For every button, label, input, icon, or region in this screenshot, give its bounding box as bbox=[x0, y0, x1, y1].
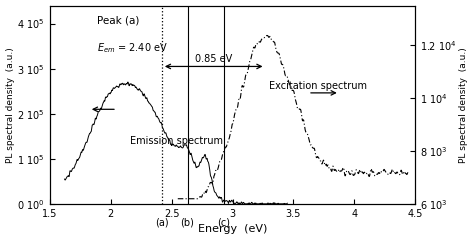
Text: (c): (c) bbox=[218, 217, 230, 228]
Text: $E_{em}$ = 2.40 eV: $E_{em}$ = 2.40 eV bbox=[98, 41, 169, 55]
Text: Peak (a): Peak (a) bbox=[98, 15, 140, 25]
X-axis label: Energy  (eV): Energy (eV) bbox=[198, 224, 267, 234]
Y-axis label: PL spectral density  (a.u.): PL spectral density (a.u.) bbox=[459, 47, 468, 163]
Text: Excitation spectrum: Excitation spectrum bbox=[269, 81, 367, 91]
Y-axis label: PL spectral density  (a.u.): PL spectral density (a.u.) bbox=[6, 47, 15, 163]
Text: Emission spectrum: Emission spectrum bbox=[130, 137, 223, 146]
Text: 0.85 eV: 0.85 eV bbox=[195, 54, 232, 64]
Text: (b): (b) bbox=[181, 217, 194, 228]
Text: (a): (a) bbox=[155, 217, 169, 228]
